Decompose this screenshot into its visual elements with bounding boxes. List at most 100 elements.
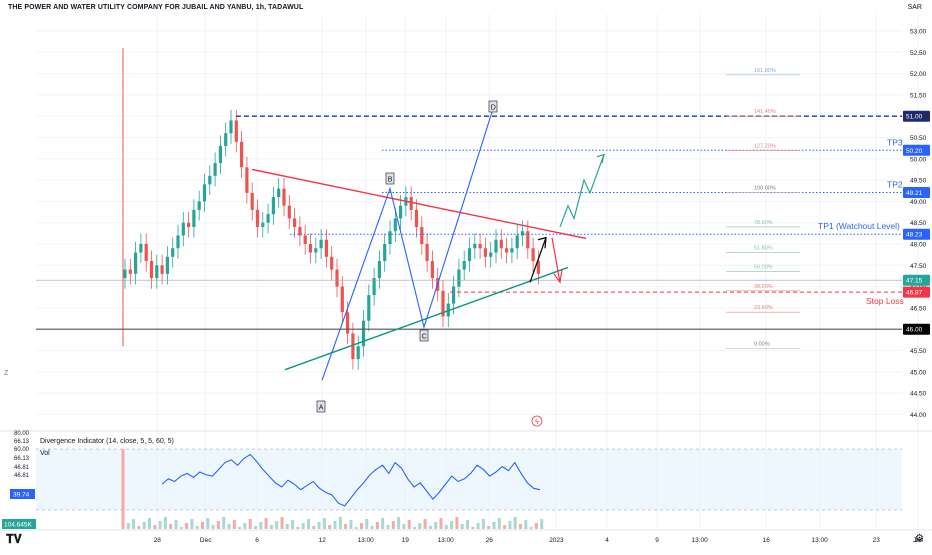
- candle-body: [271, 197, 275, 215]
- candle-body: [335, 269, 339, 287]
- gear-icon[interactable]: ⚙: [915, 533, 924, 544]
- price-tick-label: 44.50: [910, 391, 927, 398]
- time-axis[interactable]: 28 Dec 6 12 13:00 19 13:00 26 2023 4 9 13:00 16 13:00…: [0, 529, 932, 544]
- volume-bar: [492, 522, 496, 529]
- stop-loss-label: Stop Loss: [866, 296, 904, 306]
- price-axis[interactable]: 53.00 52.50 52.00 51.50 51.00 50.50 50.00 49.50…: [903, 29, 930, 419]
- candle-body: [277, 188, 281, 198]
- indicator-value-label: 39.74: [13, 492, 30, 499]
- candle-body: [505, 248, 509, 253]
- candle-body: [420, 226, 424, 244]
- candle-body: [457, 269, 461, 287]
- candle-body: [139, 244, 143, 253]
- volume-label[interactable]: Vol: [40, 450, 50, 457]
- indicator-value-tag[interactable]: [10, 489, 35, 499]
- volume-bar: [466, 520, 469, 529]
- candle-body: [234, 120, 238, 142]
- price-tag[interactable]: [903, 286, 930, 298]
- fib-level-label: 61.80%: [754, 246, 773, 252]
- wave-point-b: B: [388, 177, 393, 184]
- candle-body: [383, 244, 387, 262]
- candle-body: [187, 222, 191, 227]
- volume-bar: [163, 517, 167, 529]
- candle-body: [165, 256, 169, 274]
- indicator-axis-label: 60.00: [14, 447, 30, 453]
- candle-body: [399, 205, 403, 219]
- zoom-icon[interactable]: Z: [4, 370, 9, 377]
- abcd-wave[interactable]: [321, 111, 493, 381]
- wave-point-box[interactable]: [385, 172, 395, 185]
- volume-bar: [450, 521, 454, 529]
- price-tick-label: 49.50: [910, 178, 927, 185]
- volume-bar: [291, 520, 295, 529]
- price-tag[interactable]: [903, 323, 930, 335]
- price-tag[interactable]: [903, 110, 930, 122]
- volume-bar: [423, 519, 427, 529]
- candle-body: [224, 133, 228, 147]
- candle-body: [510, 248, 514, 253]
- candle-body: [367, 295, 371, 321]
- time-tick-label: 26: [486, 537, 494, 544]
- wave-point-d: D: [491, 105, 496, 112]
- time-tick-label: 12: [319, 537, 327, 544]
- fib-level-label: 78.60%: [754, 220, 773, 226]
- candle-body: [340, 286, 344, 313]
- indicator-axis-label: 66.13: [14, 439, 30, 445]
- volume-bar: [460, 524, 464, 529]
- price-tag[interactable]: [903, 186, 930, 198]
- wave-point-box[interactable]: [488, 100, 498, 113]
- drawings[interactable]: 161.80% 141.40% 127.20% 100.00% 78.60% 61.80%…: [36, 68, 904, 427]
- candle-body: [245, 167, 249, 193]
- triangle-resistance-line[interactable]: [251, 168, 587, 240]
- volume-bar: [238, 527, 242, 529]
- volume-bar: [201, 522, 204, 529]
- candle-body: [208, 175, 212, 185]
- pullback-arrow[interactable]: [551, 237, 561, 283]
- projection-path[interactable]: [559, 154, 605, 228]
- volume-tag[interactable]: [2, 519, 36, 529]
- candle-body: [526, 231, 530, 249]
- candle-body: [319, 239, 323, 249]
- candle-body: [308, 244, 313, 253]
- indicator-pane[interactable]: 80.00 66.13 60.00 66.13 46.81 46.81 39.74 104.6…: [0, 430, 932, 529]
- price-tag[interactable]: [903, 274, 930, 286]
- price-tag[interactable]: [903, 144, 930, 156]
- wave-point-box[interactable]: [419, 329, 429, 342]
- candle-body: [293, 218, 297, 227]
- price-tick-label: 48.00: [910, 242, 927, 249]
- time-tick-label: 2023: [549, 537, 564, 544]
- time-tick-label: 13:00: [692, 537, 709, 544]
- candle-body: [240, 141, 244, 168]
- candle-body: [255, 209, 260, 227]
- wave-point-box[interactable]: [316, 400, 326, 413]
- candle-body: [430, 261, 434, 279]
- price-tag[interactable]: [903, 228, 930, 240]
- volume-bar: [455, 517, 459, 529]
- symbol-title[interactable]: THE POWER AND WATER UTILITY COMPANY FOR …: [8, 4, 304, 11]
- time-tick-label: 13:00: [438, 537, 455, 544]
- candle-body: [282, 188, 286, 206]
- dividend-icon[interactable]: [531, 415, 543, 427]
- time-tick-label: 13:00: [358, 537, 375, 544]
- volume-bar: [519, 524, 522, 529]
- volume-bar: [232, 520, 236, 529]
- candle-body: [261, 222, 265, 227]
- bounce-arrow[interactable]: [529, 237, 547, 283]
- candle-body: [192, 209, 196, 227]
- indicator-title[interactable]: Divergence Indicator (14, close, 5, 5, 6…: [40, 438, 174, 445]
- lightning-icon: ϟ: [535, 419, 539, 426]
- volume-bar: [216, 521, 220, 529]
- volume-bar: [121, 449, 125, 529]
- volume-bar: [428, 526, 432, 529]
- candle-body: [452, 286, 456, 304]
- candle-body: [287, 205, 291, 219]
- candle-body: [499, 239, 503, 249]
- candle-body: [314, 248, 318, 253]
- divergence-line[interactable]: [161, 453, 541, 507]
- tradingview-logo-icon[interactable]: 𝐓𝐕: [6, 532, 22, 546]
- candle-body: [346, 312, 350, 334]
- volume-bar: [312, 526, 316, 529]
- candle-body: [197, 201, 201, 210]
